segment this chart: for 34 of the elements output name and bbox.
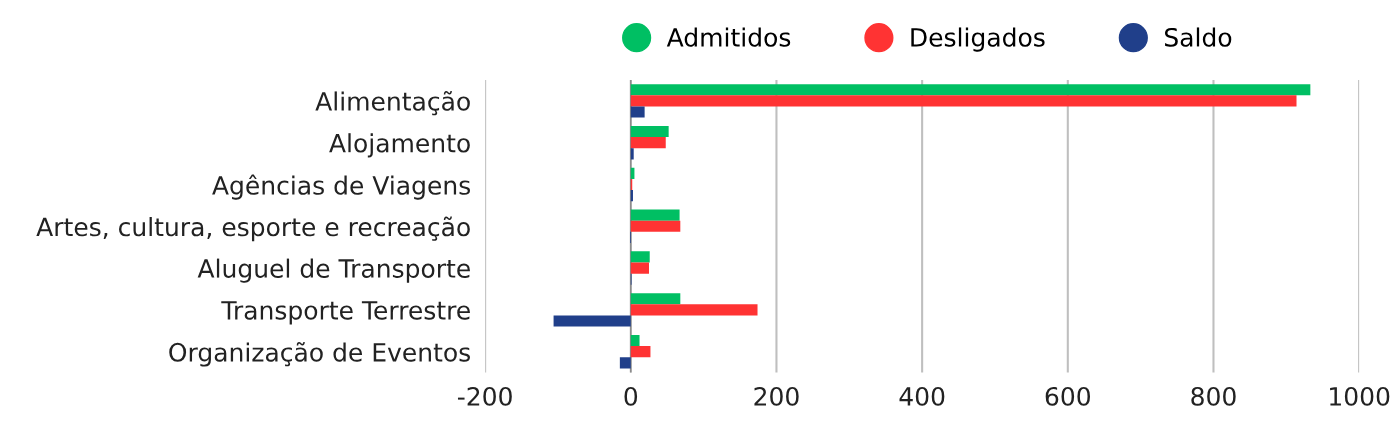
bar xyxy=(630,334,640,347)
x-tick-label: 400 xyxy=(899,386,945,406)
bar xyxy=(630,95,1297,107)
bar xyxy=(630,293,681,305)
x-tick-label: 600 xyxy=(1045,386,1090,406)
bar xyxy=(630,304,758,316)
bar xyxy=(630,220,681,232)
y-tick-label: Artes, cultura, esporte e recreação xyxy=(36,216,470,242)
y-tick-label: Aluguel de Transporte xyxy=(197,258,470,283)
y-tick-label: Alojamento xyxy=(329,133,470,158)
legend-label: Admitidos xyxy=(666,27,791,47)
legend-label: Saldo xyxy=(1164,27,1232,47)
bar xyxy=(630,125,669,138)
bar xyxy=(630,137,666,149)
bar xyxy=(619,357,631,369)
y-tick-label: Alimentação xyxy=(315,90,470,116)
x-tick-label: 800 xyxy=(1191,386,1236,406)
bar xyxy=(630,262,649,274)
y-tick-label: Agências de Viagens xyxy=(212,174,470,200)
bar xyxy=(553,315,631,327)
bar xyxy=(630,209,680,221)
bar xyxy=(630,84,1311,96)
bar xyxy=(630,148,634,160)
bar xyxy=(630,251,650,263)
x-tick-label: -200 xyxy=(457,386,512,406)
bar xyxy=(630,106,645,118)
y-tick-label: Transporte Terrestre xyxy=(221,301,470,325)
y-tick-label: Organização de Eventos xyxy=(169,341,470,367)
x-tick-label: 0 xyxy=(624,386,638,406)
x-tick-label: 1000 xyxy=(1330,386,1390,406)
bar xyxy=(630,190,633,202)
x-tick-label: 200 xyxy=(754,386,799,406)
bar xyxy=(630,346,651,358)
legend-label: Desligados xyxy=(911,27,1045,52)
